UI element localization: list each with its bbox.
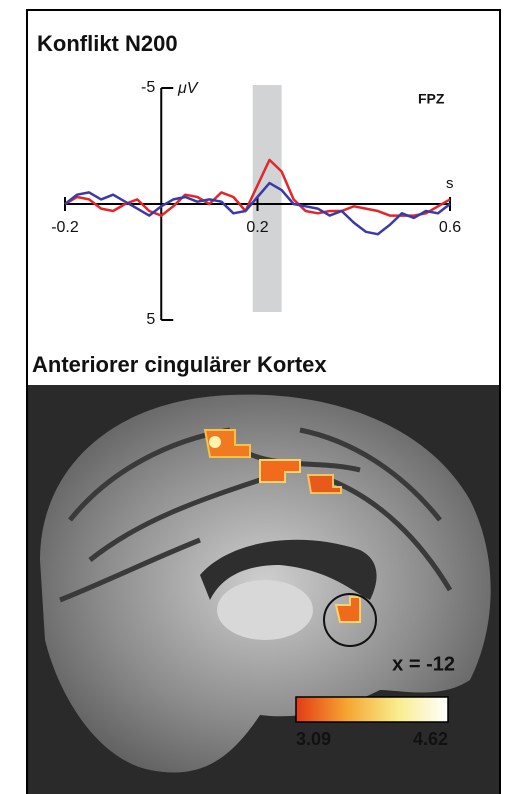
x-tick-label: -0.2 xyxy=(51,219,79,236)
page: Konflikt N200 FPZ μV s Anteriorer cingul… xyxy=(0,0,518,794)
colorbar-tick-label: 3.09 xyxy=(296,729,331,749)
y-tick-label: 5 xyxy=(146,311,155,328)
y-axis-label: μV xyxy=(177,80,199,97)
chart-title: Konflikt N200 xyxy=(37,31,178,56)
x-tick-label: 0.2 xyxy=(246,219,268,236)
annotation: x = -12 xyxy=(392,653,455,675)
colorbar-tick-label: 4.62 xyxy=(413,729,448,749)
figure: Konflikt N200 FPZ μV s Anteriorer cingul… xyxy=(0,0,518,794)
x-tick-label: 0.6 xyxy=(439,219,461,236)
chart-title: Anteriorer cingulärer Kortex xyxy=(32,352,327,377)
colorbar xyxy=(296,697,448,722)
x-axis-label: s xyxy=(446,175,454,192)
annotation: FPZ xyxy=(418,91,445,107)
y-tick-label: -5 xyxy=(141,79,155,96)
